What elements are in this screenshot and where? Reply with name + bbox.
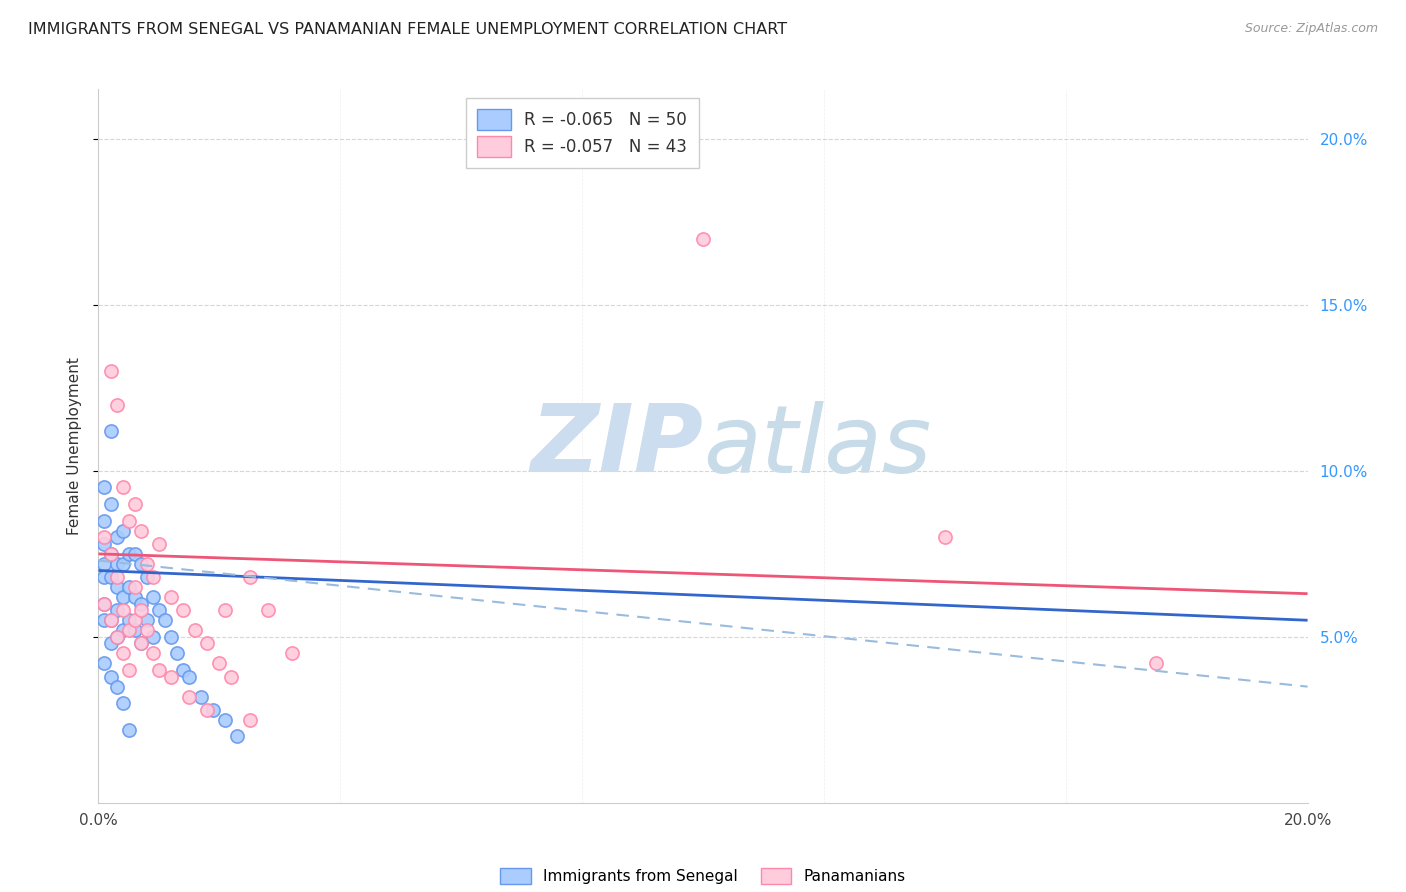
Point	[239, 570, 262, 584]
Point	[148, 537, 170, 551]
Point	[226, 730, 249, 744]
Point	[118, 624, 141, 638]
Point	[105, 570, 128, 584]
Point	[195, 636, 218, 650]
Point	[111, 624, 134, 638]
Point	[100, 570, 122, 584]
Point	[111, 647, 134, 661]
Text: ZIP: ZIP	[530, 400, 703, 492]
Point	[129, 636, 152, 650]
Point	[184, 624, 207, 638]
Point	[221, 670, 243, 684]
Point	[118, 663, 141, 677]
Point	[105, 603, 128, 617]
Point	[148, 663, 170, 677]
Point	[93, 557, 115, 571]
Point	[93, 481, 115, 495]
Point	[118, 547, 141, 561]
Point	[214, 713, 236, 727]
Point	[105, 557, 128, 571]
Point	[100, 636, 122, 650]
Point	[100, 424, 122, 438]
Point	[129, 636, 152, 650]
Point	[100, 613, 122, 627]
Point	[93, 570, 115, 584]
Legend: Immigrants from Senegal, Panamanians: Immigrants from Senegal, Panamanians	[492, 861, 914, 892]
Point	[111, 696, 134, 710]
Point	[202, 703, 225, 717]
Point	[105, 397, 128, 411]
Point	[124, 590, 146, 604]
Y-axis label: Female Unemployment: Female Unemployment	[67, 357, 83, 535]
Point	[93, 530, 115, 544]
Point	[111, 557, 134, 571]
Point	[100, 364, 122, 378]
Point	[129, 557, 152, 571]
Point	[118, 613, 141, 627]
Point	[214, 603, 236, 617]
Point	[111, 524, 134, 538]
Point	[692, 231, 714, 245]
Point	[118, 723, 141, 737]
Point	[142, 647, 165, 661]
Point	[135, 613, 157, 627]
Point	[129, 524, 152, 538]
Point	[281, 647, 304, 661]
Point	[142, 570, 165, 584]
Point	[166, 647, 188, 661]
Point	[124, 580, 146, 594]
Point	[190, 690, 212, 704]
Point	[93, 597, 115, 611]
Point	[124, 547, 146, 561]
Point	[153, 613, 176, 627]
Point	[135, 624, 157, 638]
Point	[105, 630, 128, 644]
Point	[179, 690, 201, 704]
Point	[179, 670, 201, 684]
Point	[124, 613, 146, 627]
Point	[208, 657, 231, 671]
Point	[172, 603, 194, 617]
Point	[100, 613, 122, 627]
Text: IMMIGRANTS FROM SENEGAL VS PANAMANIAN FEMALE UNEMPLOYMENT CORRELATION CHART: IMMIGRANTS FROM SENEGAL VS PANAMANIAN FE…	[28, 22, 787, 37]
Point	[100, 547, 122, 561]
Point	[239, 713, 262, 727]
Point	[142, 590, 165, 604]
Point	[100, 497, 122, 511]
Point	[105, 580, 128, 594]
Point	[111, 590, 134, 604]
Point	[195, 703, 218, 717]
Point	[93, 597, 115, 611]
Point	[160, 670, 183, 684]
Point	[148, 603, 170, 617]
Point	[100, 547, 122, 561]
Text: Source: ZipAtlas.com: Source: ZipAtlas.com	[1244, 22, 1378, 36]
Point	[256, 603, 278, 617]
Point	[1144, 657, 1167, 671]
Point	[111, 603, 134, 617]
Point	[172, 663, 194, 677]
Point	[105, 630, 128, 644]
Point	[93, 514, 115, 528]
Point	[129, 597, 152, 611]
Point	[135, 570, 157, 584]
Point	[160, 630, 183, 644]
Point	[135, 557, 157, 571]
Point	[105, 680, 128, 694]
Point	[129, 603, 152, 617]
Point	[160, 590, 183, 604]
Point	[124, 497, 146, 511]
Text: atlas: atlas	[703, 401, 931, 491]
Point	[93, 613, 115, 627]
Point	[100, 670, 122, 684]
Point	[124, 624, 146, 638]
Point	[118, 514, 141, 528]
Point	[105, 530, 128, 544]
Point	[111, 481, 134, 495]
Point	[93, 657, 115, 671]
Point	[142, 630, 165, 644]
Point	[934, 530, 956, 544]
Point	[93, 537, 115, 551]
Point	[118, 580, 141, 594]
